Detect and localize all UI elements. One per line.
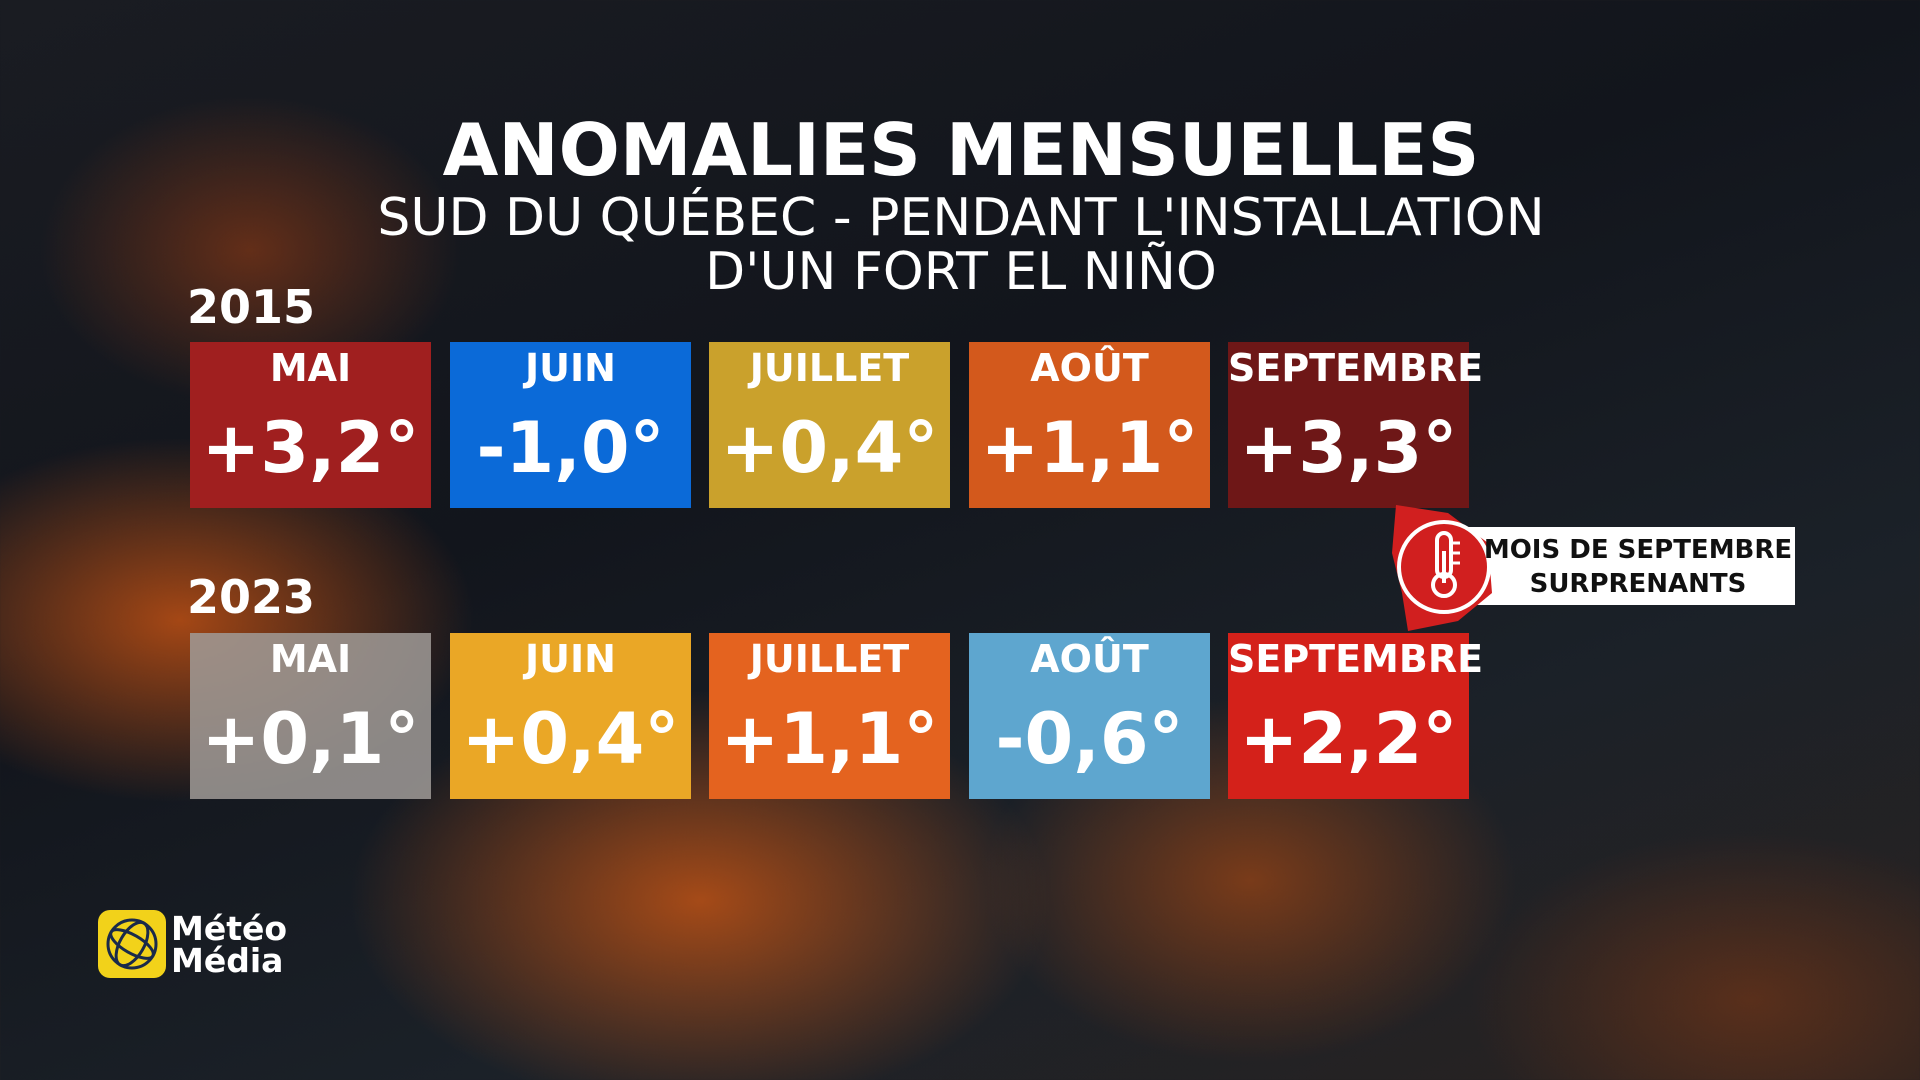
anomaly-value: +0,4° xyxy=(720,407,939,489)
month-label: JUILLET xyxy=(749,346,910,390)
subtitle: SUD DU QUÉBEC - PENDANT L'INSTALLATION xyxy=(377,188,1545,248)
anomaly-value: +3,3° xyxy=(1239,407,1458,489)
year-label: 2015 xyxy=(187,280,316,334)
month-label: MAI xyxy=(269,637,352,681)
month-tile: JUILLET +0,4° xyxy=(709,342,950,508)
month-tile: SEPTEMBRE +2,2° xyxy=(1228,633,1484,799)
month-tile: JUIN -1,0° xyxy=(450,342,691,508)
logo-text: Média xyxy=(171,941,284,980)
anomaly-value: +1,1° xyxy=(720,698,939,780)
month-label: JUIN xyxy=(525,637,616,681)
month-label: SEPTEMBRE xyxy=(1228,346,1484,390)
title: ANOMALIES MENSUELLES xyxy=(442,108,1480,192)
callout-text: SURPRENANTS xyxy=(1529,569,1747,599)
month-tile: MAI +0,1° xyxy=(190,633,431,799)
logo-icon xyxy=(98,910,166,978)
anomaly-value: +0,1° xyxy=(201,698,420,780)
callout-badge xyxy=(1392,505,1492,631)
callout-text: MOIS DE SEPTEMBRE xyxy=(1483,535,1793,565)
month-tile: AOÛT +1,1° xyxy=(969,342,1210,508)
year-label: 2023 xyxy=(187,570,316,624)
month-label: JUILLET xyxy=(749,637,910,681)
anomaly-value: +0,4° xyxy=(461,698,680,780)
anomaly-value: +1,1° xyxy=(980,407,1199,489)
month-label: MAI xyxy=(269,346,352,390)
month-tile: AOÛT -0,6° xyxy=(969,633,1210,799)
month-label: AOÛT xyxy=(1030,637,1149,681)
month-label: AOÛT xyxy=(1030,346,1149,390)
month-tile: MAI +3,2° xyxy=(190,342,431,508)
month-tile: SEPTEMBRE +3,3° xyxy=(1228,342,1484,508)
month-tile: JUIN +0,4° xyxy=(450,633,691,799)
month-label: SEPTEMBRE xyxy=(1228,637,1484,681)
anomaly-value: -1,0° xyxy=(476,407,665,489)
anomaly-value: +2,2° xyxy=(1239,698,1458,780)
anomaly-value: +3,2° xyxy=(201,407,420,489)
logo-text: Météo xyxy=(171,909,288,948)
month-label: JUIN xyxy=(525,346,616,390)
subtitle: D'UN FORT EL NIÑO xyxy=(705,242,1217,302)
callout-box xyxy=(1450,527,1795,605)
anomaly-value: -0,6° xyxy=(995,698,1184,780)
month-tile: JUILLET +1,1° xyxy=(709,633,950,799)
